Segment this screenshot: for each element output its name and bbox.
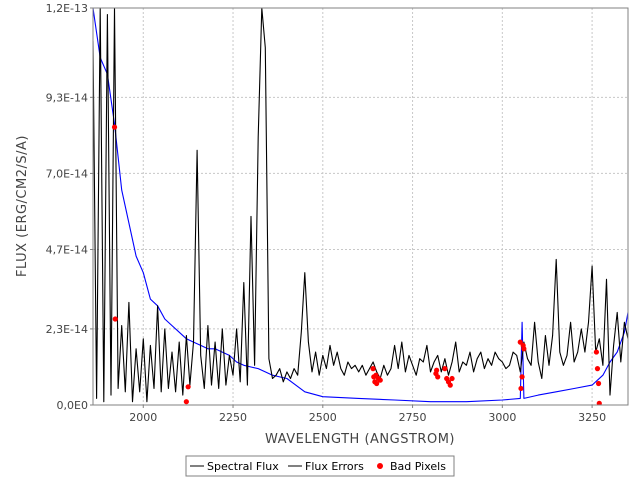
bad-pixel-point [593,349,600,355]
x-tick-label: 2250 [219,411,247,424]
bad-pixel-point [370,366,376,372]
bad-pixel-point [518,385,524,392]
x-tick-label: 2000 [129,411,157,424]
y-axis-ticks: 0,0E0 2,3E-14 4,7E-14 7,0E-14 9,3E-14 1,2E-13 [46,2,93,412]
y-tick-label: 2,3E-14 [46,323,88,336]
x-axis-title: WAVELENGTH (ANGSTROM) [265,432,455,447]
flux-errors-line [93,8,628,403]
x-tick-label: 2750 [399,411,427,424]
x-tick-label: 3000 [488,411,516,424]
legend: Spectral Flux Flux Errors Bad Pixels [185,455,455,477]
series-layer [93,8,628,405]
y-axis-title: FLUX (ERG/CM2/S/A) [15,135,30,277]
bad-pixel-point [442,366,448,372]
bad-pixel-point [185,384,191,390]
y-tick-label: 1,2E-13 [46,2,88,15]
bad-pixel-point [434,367,440,373]
bad-pixel-point [596,400,602,405]
bad-pixel-point [447,382,453,388]
legend-label-bad-pixels: Bad Pixels [390,460,446,473]
plot-frame [92,7,629,406]
bad-pixel-point [111,124,118,130]
plot-area-background [93,8,628,405]
bad-pixel-point [374,380,380,387]
bad-pixel-point [521,346,527,352]
x-tick-label: 3250 [578,411,606,424]
bad-pixel-point [519,374,525,380]
legend-box [185,455,455,477]
x-axis-ticks: 2000 2250 2500 2750 3000 3250 [129,405,606,424]
y-tick-label: 7,0E-14 [46,167,88,180]
y-tick-label: 4,7E-14 [46,244,88,257]
legend-swatch-bad-pixels [377,463,383,469]
x-tick-label: 2500 [309,411,337,424]
bad-pixel-point [377,377,383,383]
bad-pixel-point [449,375,455,382]
bad-pixel-point [112,316,118,322]
legend-label-flux-errors: Flux Errors [305,460,364,473]
legend-label-spectral-flux: Spectral Flux [207,460,279,473]
y-tick-label: 9,3E-14 [46,91,88,104]
bad-pixel-point [435,374,441,380]
y-tick-label: 0,0E0 [57,399,88,412]
bad-pixel-point [183,399,189,405]
bad-pixel-point [594,366,601,372]
spectral-flux-line [93,8,628,403]
bad-pixel-point [595,380,602,387]
